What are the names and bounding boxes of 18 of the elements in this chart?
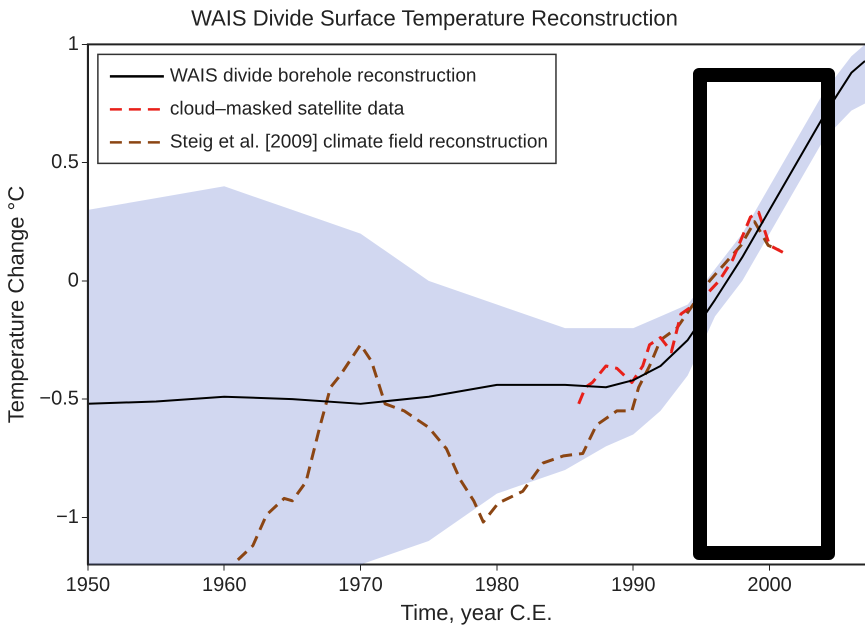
y-axis-title: Temperature Change °C: [3, 186, 28, 424]
x-tick-label: 1950: [66, 574, 110, 596]
x-tick-label: 1960: [202, 574, 246, 596]
legend-label: WAIS divide borehole reconstruction: [170, 66, 477, 87]
y-tick-label: −1: [56, 506, 79, 528]
x-tick-label: 1970: [338, 574, 383, 596]
x-tick-label: 1980: [474, 574, 520, 596]
legend-label: cloud–masked satellite data: [170, 98, 405, 120]
x-axis-title: Time, year C.E.: [400, 600, 552, 625]
x-tick-label: 2000: [747, 574, 792, 596]
y-tick-label: −0.5: [39, 388, 79, 410]
line-series: [577, 210, 785, 406]
legend-label: Steig et al. [2009] climate field reconstruction: [170, 132, 548, 153]
x-tick-label: 1990: [610, 574, 656, 596]
y-tick-label: 1: [68, 32, 79, 55]
y-tick-label: 0.5: [51, 151, 79, 174]
chart-title: WAIS Divide Surface Temperature Reconstruction: [191, 5, 678, 30]
y-tick-label: 0: [68, 269, 79, 292]
